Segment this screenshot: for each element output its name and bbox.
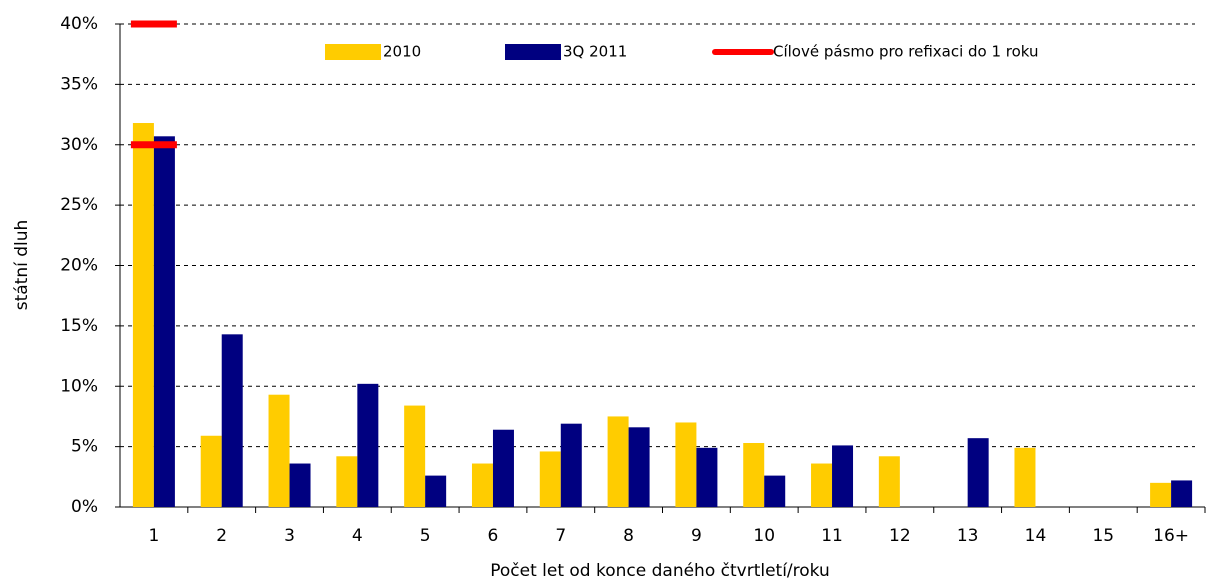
bar	[153, 136, 175, 508]
x-tick-label: 5	[420, 526, 431, 546]
x-tick-label: 9	[691, 526, 702, 546]
bar	[696, 447, 718, 507]
y-tick-label: 5%	[71, 437, 98, 457]
bar	[1014, 447, 1036, 507]
bar	[832, 445, 854, 507]
bar	[289, 463, 311, 507]
y-tick-label: 20%	[60, 256, 98, 276]
bar	[743, 443, 765, 507]
bar	[132, 123, 154, 507]
bar	[539, 451, 561, 507]
bar	[967, 438, 989, 507]
legend-swatch	[505, 44, 561, 60]
x-tick-label: 13	[957, 526, 979, 546]
bar	[471, 463, 493, 507]
bar	[268, 394, 290, 507]
y-tick-label: 30%	[60, 135, 98, 155]
y-tick-label: 25%	[60, 195, 98, 215]
bar	[764, 475, 786, 507]
bar	[357, 383, 379, 507]
y-tick-label: 40%	[60, 14, 98, 34]
x-tick-label: 6	[488, 526, 499, 546]
legend-label: 3Q 2011	[563, 43, 627, 61]
bar	[878, 456, 900, 507]
x-tick-label: 11	[821, 526, 843, 546]
y-tick-label: 0%	[71, 497, 98, 517]
x-tick-label: 12	[889, 526, 911, 546]
bar	[1171, 480, 1193, 507]
legend-swatch	[325, 44, 381, 60]
x-tick-label: 10	[753, 526, 775, 546]
x-tick-label: 16+	[1153, 526, 1189, 546]
x-tick-label: 4	[352, 526, 363, 546]
bar	[425, 475, 447, 507]
x-tick-label: 15	[1092, 526, 1114, 546]
bar	[492, 429, 514, 507]
legend-label: Cílové pásmo pro refixaci do 1 roku	[773, 43, 1039, 61]
y-tick-label: 15%	[60, 316, 98, 336]
legend-label: 2010	[383, 43, 421, 61]
y-tick-label: 10%	[60, 376, 98, 396]
x-tick-label: 3	[284, 526, 295, 546]
y-tick-label: 35%	[60, 74, 98, 94]
x-tick-label: 2	[216, 526, 227, 546]
bar	[811, 463, 833, 507]
bar	[221, 334, 243, 507]
x-tick-label: 8	[623, 526, 634, 546]
bar	[607, 416, 629, 507]
x-tick-label: 7	[555, 526, 566, 546]
x-axis-title: Počet let od konce daného čtvrtletí/roku	[490, 561, 830, 581]
bar	[675, 422, 697, 507]
bar	[200, 435, 222, 507]
bar	[404, 405, 426, 507]
x-tick-label: 1	[148, 526, 159, 546]
bar	[336, 456, 358, 507]
x-tick-label: 14	[1025, 526, 1047, 546]
bar	[1150, 482, 1172, 507]
y-axis-title: státní dluh	[12, 220, 32, 311]
bar	[628, 427, 650, 507]
bar	[560, 423, 582, 507]
